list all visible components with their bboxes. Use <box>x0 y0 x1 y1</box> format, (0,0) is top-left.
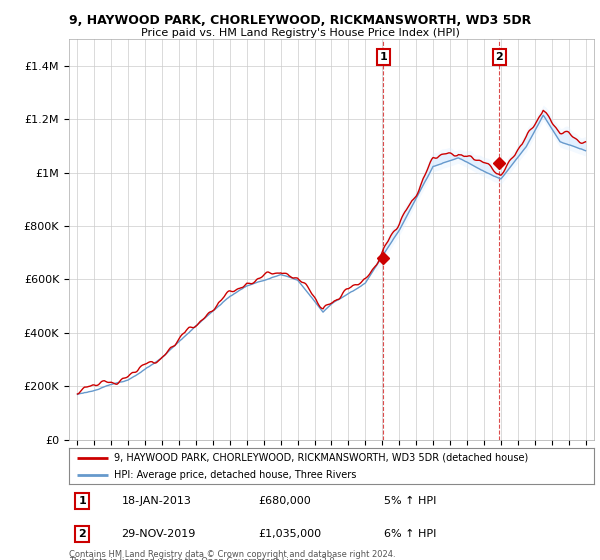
Text: Contains HM Land Registry data © Crown copyright and database right 2024.: Contains HM Land Registry data © Crown c… <box>69 550 395 559</box>
Text: £1,035,000: £1,035,000 <box>258 529 321 539</box>
Text: 2: 2 <box>496 52 503 62</box>
Text: 18-JAN-2013: 18-JAN-2013 <box>121 496 191 506</box>
Text: 9, HAYWOOD PARK, CHORLEYWOOD, RICKMANSWORTH, WD3 5DR (detached house): 9, HAYWOOD PARK, CHORLEYWOOD, RICKMANSWO… <box>113 453 528 463</box>
Text: 1: 1 <box>379 52 387 62</box>
Text: Price paid vs. HM Land Registry's House Price Index (HPI): Price paid vs. HM Land Registry's House … <box>140 28 460 38</box>
Text: 6% ↑ HPI: 6% ↑ HPI <box>384 529 436 539</box>
Text: 1: 1 <box>78 496 86 506</box>
Text: This data is licensed under the Open Government Licence v3.0.: This data is licensed under the Open Gov… <box>69 557 337 560</box>
Text: 9, HAYWOOD PARK, CHORLEYWOOD, RICKMANSWORTH, WD3 5DR: 9, HAYWOOD PARK, CHORLEYWOOD, RICKMANSWO… <box>69 14 531 27</box>
Text: 2: 2 <box>78 529 86 539</box>
Text: HPI: Average price, detached house, Three Rivers: HPI: Average price, detached house, Thre… <box>113 470 356 479</box>
Text: £680,000: £680,000 <box>258 496 311 506</box>
Text: 29-NOV-2019: 29-NOV-2019 <box>121 529 196 539</box>
Text: 5% ↑ HPI: 5% ↑ HPI <box>384 496 436 506</box>
